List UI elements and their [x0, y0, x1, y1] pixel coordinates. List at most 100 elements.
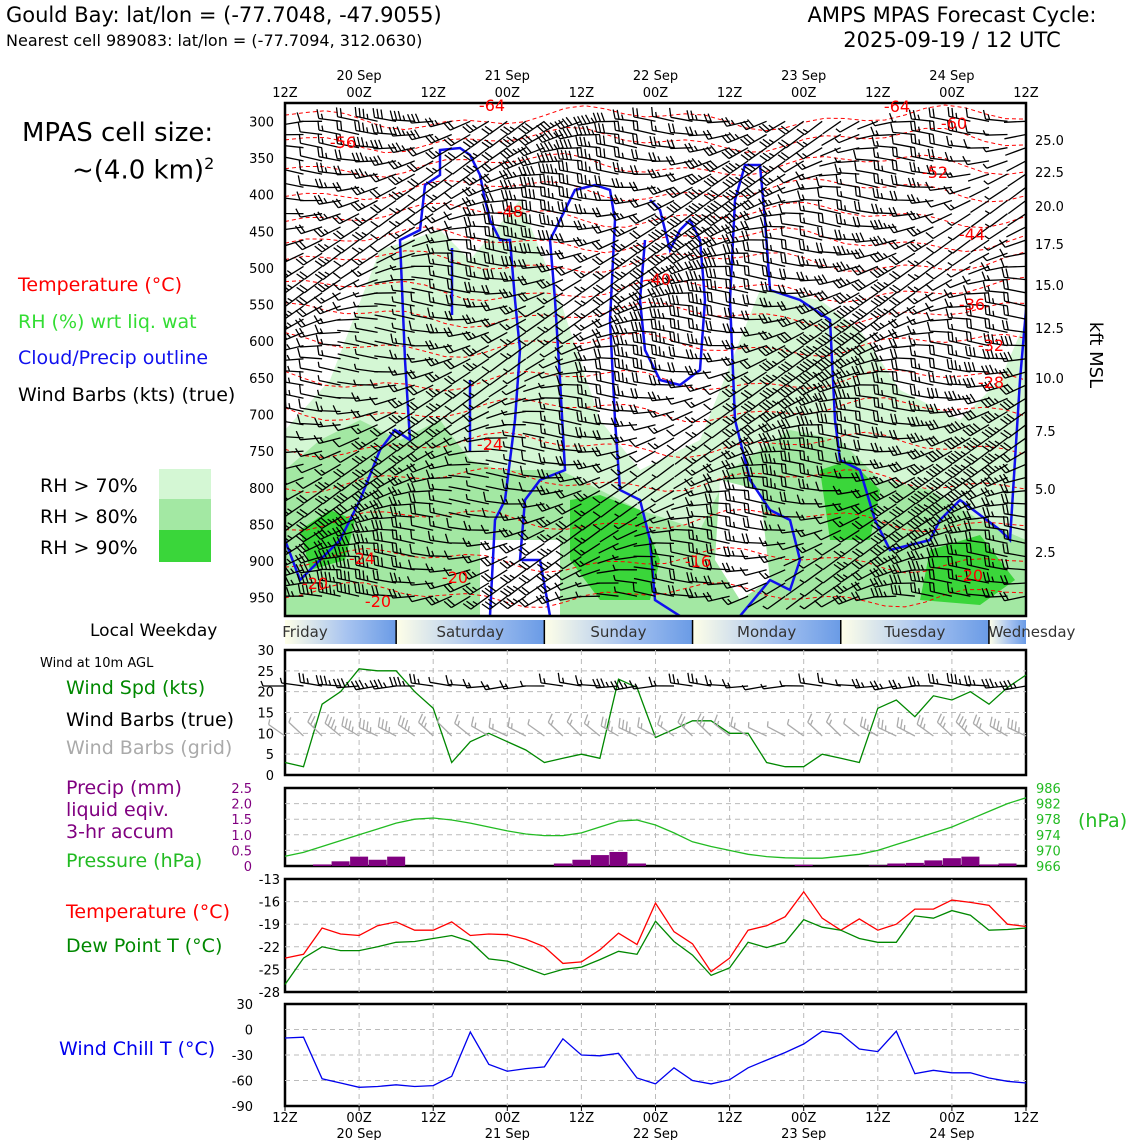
dew-point-line — [284, 909, 1027, 985]
wind-barb — [555, 516, 582, 530]
wind-barb — [299, 146, 323, 162]
wind-barb — [610, 194, 638, 205]
y-tick-label: 0 — [244, 860, 252, 875]
wind-barb — [628, 450, 656, 463]
wind-barb — [337, 318, 360, 321]
wind-barb — [777, 194, 804, 204]
legend-wind: Wind Barbs (kts) (true) — [18, 384, 236, 406]
wind-barb — [906, 539, 934, 551]
wind-barb — [999, 248, 1026, 258]
wind-barb — [724, 516, 749, 531]
bottom-time-tick: 12Z — [569, 1111, 595, 1126]
wind-barb — [813, 515, 841, 525]
temperature-label: Temperature (°C) — [66, 901, 230, 923]
pressure-level-label: 400 — [249, 189, 274, 204]
wind-barb — [891, 398, 916, 413]
wind-barb — [647, 199, 675, 211]
wind-barb — [316, 162, 341, 175]
wind-barb — [870, 442, 897, 453]
wind-barb — [684, 410, 712, 424]
wind-barb — [999, 383, 1026, 395]
wind-barb — [758, 421, 786, 433]
wind-barb — [668, 107, 693, 122]
temperature-contour-label: -20 — [442, 568, 468, 587]
wind-barb — [703, 410, 730, 426]
grid-wind-barb — [436, 716, 453, 737]
wind-barb — [999, 473, 1026, 484]
wind-barb — [351, 463, 378, 479]
wind-barb — [889, 279, 916, 294]
wind-barb — [592, 503, 619, 518]
wind-barb — [888, 563, 916, 575]
wind-barb — [758, 197, 786, 208]
surface-wind-barb — [741, 684, 767, 691]
precip-bar — [609, 851, 628, 866]
wind-barb — [981, 437, 1008, 452]
wind-barb — [799, 449, 823, 465]
wind-barb — [407, 199, 434, 214]
cloud-outline — [518, 183, 681, 616]
wind-barb — [947, 555, 971, 571]
wind-barb — [465, 239, 489, 254]
wind-barb — [946, 265, 971, 278]
wind-barb — [982, 507, 1008, 518]
wind-barb — [354, 322, 378, 334]
wind-barb — [573, 114, 601, 126]
pressure-level-label: 650 — [249, 372, 274, 387]
wind-barb — [776, 173, 804, 184]
height-tick-label: 20.0 — [1035, 200, 1064, 215]
wind-barb — [410, 529, 434, 545]
wind-barb — [444, 533, 471, 545]
wind-barb — [370, 463, 397, 478]
wind-barb — [628, 290, 656, 302]
wind-barb — [350, 168, 378, 179]
wind-barb — [406, 397, 434, 411]
wind-barb — [758, 431, 786, 443]
wind-barb — [702, 160, 730, 173]
wind-barb — [908, 571, 934, 584]
wind-barb — [462, 297, 489, 308]
wind-barb — [799, 212, 823, 228]
grid-wind-barb — [843, 718, 860, 737]
wind-barb — [758, 358, 786, 372]
wind-barb — [387, 142, 415, 154]
wind-barb — [317, 147, 341, 162]
wind-barb — [517, 155, 545, 167]
wind-barb — [684, 476, 712, 487]
wind-barb — [485, 471, 508, 479]
wind-barb — [761, 227, 786, 241]
wind-barb — [850, 248, 878, 260]
wind-barb — [908, 109, 934, 122]
wind-barb — [649, 503, 675, 514]
wind-barb — [557, 201, 582, 215]
wind-barb — [796, 345, 823, 360]
wind-barb — [315, 401, 341, 413]
wind-barb — [1000, 493, 1026, 505]
wind-barb — [354, 348, 378, 360]
y-tick-label: 30 — [257, 644, 274, 659]
wind-barb — [983, 517, 1008, 531]
wind-barb — [406, 463, 434, 473]
wind-barb — [391, 542, 415, 558]
wind-barb — [443, 410, 471, 425]
wind-barb — [536, 305, 564, 320]
wind-barb — [650, 359, 675, 373]
wind-barb — [724, 530, 749, 545]
wind-barb — [285, 354, 304, 361]
wind-barb — [443, 424, 471, 436]
wind-barb — [502, 441, 526, 452]
surface-wind-barb — [946, 672, 971, 687]
wind-barb — [313, 305, 341, 315]
wind-barb — [963, 138, 990, 149]
wind-barb — [499, 133, 527, 148]
wind-barb — [740, 310, 767, 321]
wind-barb — [632, 357, 656, 373]
y-tick-label: -60 — [232, 1075, 253, 1090]
wind-barb — [869, 459, 897, 470]
wind-barb — [333, 490, 360, 504]
wind-barb — [947, 226, 971, 241]
wind-barb — [313, 539, 341, 551]
surface-wind-barb — [648, 676, 675, 687]
wind-barb — [887, 445, 916, 457]
wind-barb — [968, 265, 990, 275]
